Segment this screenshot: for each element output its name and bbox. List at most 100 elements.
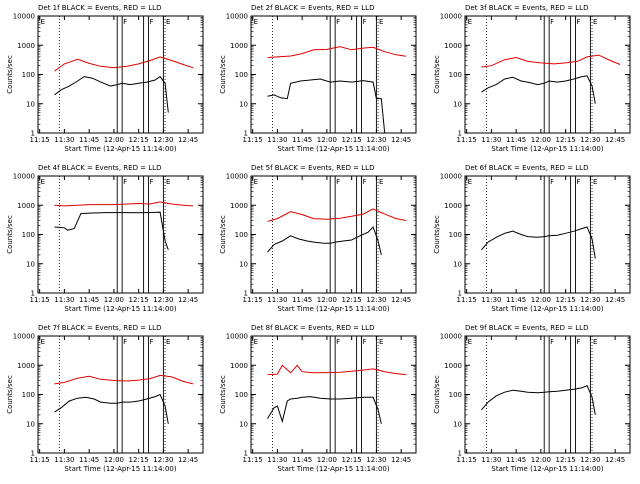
y-tick-label: 1000 [17, 42, 35, 50]
detector-panel: Det 5f BLACK = Events, RED = LLD 1 10 100 10… [213, 160, 426, 320]
y-tick-label: 10000 [226, 173, 248, 181]
y-tick-label: 100 [235, 231, 248, 239]
x-axis-label: Start Time (12-Apr-15 11:14:00) [491, 145, 603, 153]
segment-marker: E [254, 18, 258, 26]
x-tick-label: 11:15 [456, 296, 476, 304]
x-tick-label: 12:30 [580, 296, 600, 304]
y-tick-label: 1000 [17, 202, 35, 210]
y-tick-label: 10 [239, 100, 248, 108]
segment-marker: E [467, 338, 471, 346]
y-tick-label: 10000 [439, 333, 461, 341]
x-tick-label: 12:45 [605, 136, 625, 144]
detector-chart-svg: Det 2f BLACK = Events, RED = LLD 1 10 100 10… [219, 4, 417, 153]
y-tick-label: 1 [244, 450, 248, 458]
y-tick-label: 100 [22, 71, 35, 79]
x-tick-label: 12:15 [129, 136, 149, 144]
chart-title: Det 6f BLACK = Events, RED = LLD [465, 164, 588, 172]
x-tick-label: 11:45 [79, 136, 99, 144]
detector-chart-svg: Det 7f BLACK = Events, RED = LLD 1 10 100 10… [6, 324, 204, 473]
series-line-lld [54, 56, 194, 72]
x-tick-label: 11:45 [292, 136, 312, 144]
segment-marker: F [550, 338, 554, 346]
x-tick-label: 11:45 [79, 456, 99, 464]
plot-frame [37, 15, 204, 134]
x-tick-label: 11:45 [292, 296, 312, 304]
x-tick-label: 11:45 [506, 456, 526, 464]
detector-panel: Det 2f BLACK = Events, RED = LLD 1 10 100 10… [213, 0, 426, 160]
y-tick-label: 100 [235, 71, 248, 79]
x-tick-label: 12:30 [367, 296, 387, 304]
x-tick-label: 12:45 [178, 456, 198, 464]
y-tick-label: 100 [235, 391, 248, 399]
x-tick-label: 12:30 [153, 296, 173, 304]
y-axis-label: Counts/sec [433, 375, 441, 414]
y-tick-label: 10000 [13, 13, 35, 21]
series-line-events [267, 396, 383, 424]
segment-marker: E [41, 338, 45, 346]
x-tick-label: 12:45 [178, 296, 198, 304]
y-tick-label: 100 [448, 231, 461, 239]
y-axis-label: Counts/sec [6, 215, 14, 254]
segment-marker: F [363, 18, 367, 26]
series-line-lld [267, 46, 407, 58]
segment-marker: F [336, 338, 340, 346]
x-axis-label: Start Time (12-Apr-15 11:14:00) [278, 465, 390, 473]
segment-marker: F [123, 178, 127, 186]
x-tick-label: 12:15 [342, 456, 362, 464]
detector-chart-svg: Det 8f BLACK = Events, RED = LLD 1 10 100 10… [219, 324, 417, 473]
segment-marker: F [150, 178, 154, 186]
y-tick-label: 1 [31, 450, 35, 458]
y-axis-label: Counts/sec [433, 55, 441, 94]
x-tick-label: 12:00 [104, 296, 124, 304]
x-tick-label: 12:45 [391, 296, 411, 304]
segment-marker: E [166, 18, 170, 26]
x-tick-label: 12:30 [580, 456, 600, 464]
series-line-lld [54, 374, 194, 385]
detector-panel: Det 6f BLACK = Events, RED = LLD 1 10 100 10… [427, 160, 640, 320]
series-line-events [54, 393, 169, 424]
y-axis-label: Counts/sec [6, 55, 14, 94]
series-line-events [480, 385, 596, 415]
segment-marker: F [150, 338, 154, 346]
y-tick-label: 1 [457, 450, 461, 458]
x-axis-label: Start Time (12-Apr-15 11:14:00) [491, 465, 603, 473]
x-tick-label: 12:00 [104, 136, 124, 144]
y-tick-label: 1000 [231, 202, 249, 210]
x-axis-label: Start Time (12-Apr-15 11:14:00) [64, 145, 176, 153]
y-tick-label: 1 [457, 290, 461, 298]
series-line-lld [54, 201, 194, 207]
y-tick-label: 10 [239, 420, 248, 428]
y-axis-label: Counts/sec [433, 215, 441, 254]
series-line-lld [267, 364, 407, 376]
x-tick-label: 11:45 [506, 296, 526, 304]
detector-chart-svg: Det 9f BLACK = Events, RED = LLD 1 10 100 10… [433, 324, 631, 473]
y-tick-label: 10000 [226, 13, 248, 21]
chart-title: Det 5f BLACK = Events, RED = LLD [251, 164, 374, 172]
segment-marker: E [593, 338, 597, 346]
x-tick-label: 12:00 [317, 296, 337, 304]
x-tick-label: 12:45 [391, 456, 411, 464]
detector-chart-svg: Det 1f BLACK = Events, RED = LLD 1 10 100 10… [6, 4, 204, 153]
series-line-events [54, 211, 169, 250]
segment-marker: E [379, 338, 383, 346]
y-tick-label: 10 [26, 260, 35, 268]
segment-marker: E [41, 18, 45, 26]
segment-marker: E [593, 18, 597, 26]
chart-title: Det 3f BLACK = Events, RED = LLD [465, 4, 588, 12]
x-tick-label: 12:15 [129, 296, 149, 304]
x-axis-label: Start Time (12-Apr-15 11:14:00) [491, 305, 603, 313]
y-axis-label: Counts/sec [219, 55, 227, 94]
chart-title: Det 2f BLACK = Events, RED = LLD [251, 4, 374, 12]
x-axis-label: Start Time (12-Apr-15 11:14:00) [64, 305, 176, 313]
segment-marker: F [123, 18, 127, 26]
series-line-events [480, 75, 596, 104]
x-tick-label: 11:30 [54, 456, 74, 464]
segment-marker: E [379, 178, 383, 186]
x-tick-label: 11:30 [268, 136, 288, 144]
x-tick-label: 12:00 [104, 456, 124, 464]
x-tick-label: 12:45 [178, 136, 198, 144]
y-tick-label: 10 [453, 420, 462, 428]
segment-marker: F [550, 178, 554, 186]
y-tick-label: 1 [31, 130, 35, 138]
y-tick-label: 1000 [231, 362, 249, 370]
